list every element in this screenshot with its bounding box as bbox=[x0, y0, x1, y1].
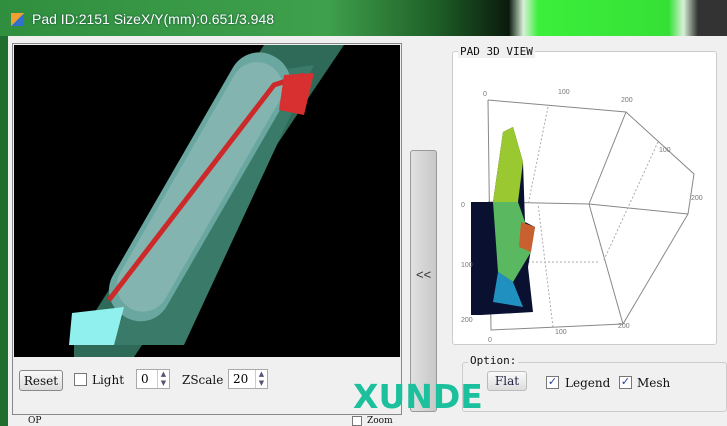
spin-arrows-icon[interactable]: ▲ ▼ bbox=[255, 370, 267, 388]
option-label: Option: bbox=[468, 354, 519, 367]
tick-left-0: 0 bbox=[461, 202, 465, 209]
tick-top-200: 200 bbox=[621, 97, 633, 104]
pad-3d-view-group: 0 100 200 100 200 0 100 200 0 100 200 bbox=[452, 51, 717, 345]
zoom-label: Zoom bbox=[367, 416, 393, 426]
legend-label: Legend bbox=[565, 376, 611, 390]
collapse-splitter-button[interactable]: << bbox=[410, 150, 437, 412]
light-spinner[interactable]: 0 ▲ ▼ bbox=[136, 369, 170, 389]
zscale-value: 20 bbox=[233, 372, 249, 386]
op-label: OP bbox=[28, 416, 42, 426]
zscale-label: ZScale bbox=[182, 373, 224, 387]
mesh-checkbox[interactable]: ✓ bbox=[619, 376, 632, 389]
tick-right-100: 100 bbox=[659, 147, 671, 154]
window-title: Pad ID:2151 SizeX/Y(mm):0.651/3.948 bbox=[32, 11, 275, 27]
pad-3d-view-label: PAD 3D VIEW bbox=[458, 45, 535, 58]
xunde-watermark: XUNDE bbox=[353, 377, 483, 416]
tick-top-100: 100 bbox=[558, 89, 570, 96]
light-value: 0 bbox=[141, 372, 149, 386]
tick-bottom-100: 100 bbox=[555, 329, 567, 336]
tick-bottom-0: 0 bbox=[488, 337, 492, 344]
tick-bottom-200: 200 bbox=[618, 323, 630, 330]
zscale-spinner[interactable]: 20 ▲ ▼ bbox=[228, 369, 268, 389]
spin-arrows-icon[interactable]: ▲ ▼ bbox=[157, 370, 169, 388]
tick-left-100: 100 bbox=[461, 262, 473, 269]
tick-top-0: 0 bbox=[483, 91, 487, 98]
pad-image bbox=[69, 45, 344, 357]
tick-right-200: 200 bbox=[691, 195, 703, 202]
legend-checkbox[interactable]: ✓ bbox=[546, 376, 559, 389]
light-label: Light bbox=[92, 373, 125, 387]
mesh-label: Mesh bbox=[637, 376, 671, 390]
flat-button[interactable]: Flat bbox=[487, 371, 527, 391]
light-checkbox[interactable] bbox=[74, 373, 87, 386]
title-bar: Pad ID:2151 SizeX/Y(mm):0.651/3.948 bbox=[0, 0, 727, 36]
tick-left-200: 200 bbox=[461, 317, 473, 324]
pad-3d-plot[interactable]: 0 100 200 100 200 0 100 200 0 100 200 bbox=[453, 52, 718, 346]
app-icon bbox=[11, 13, 24, 26]
pad-image-view[interactable] bbox=[14, 45, 400, 357]
collapse-icon: << bbox=[416, 267, 432, 282]
reset-button[interactable]: Reset bbox=[19, 370, 63, 391]
zoom-checkbox[interactable] bbox=[352, 416, 362, 426]
